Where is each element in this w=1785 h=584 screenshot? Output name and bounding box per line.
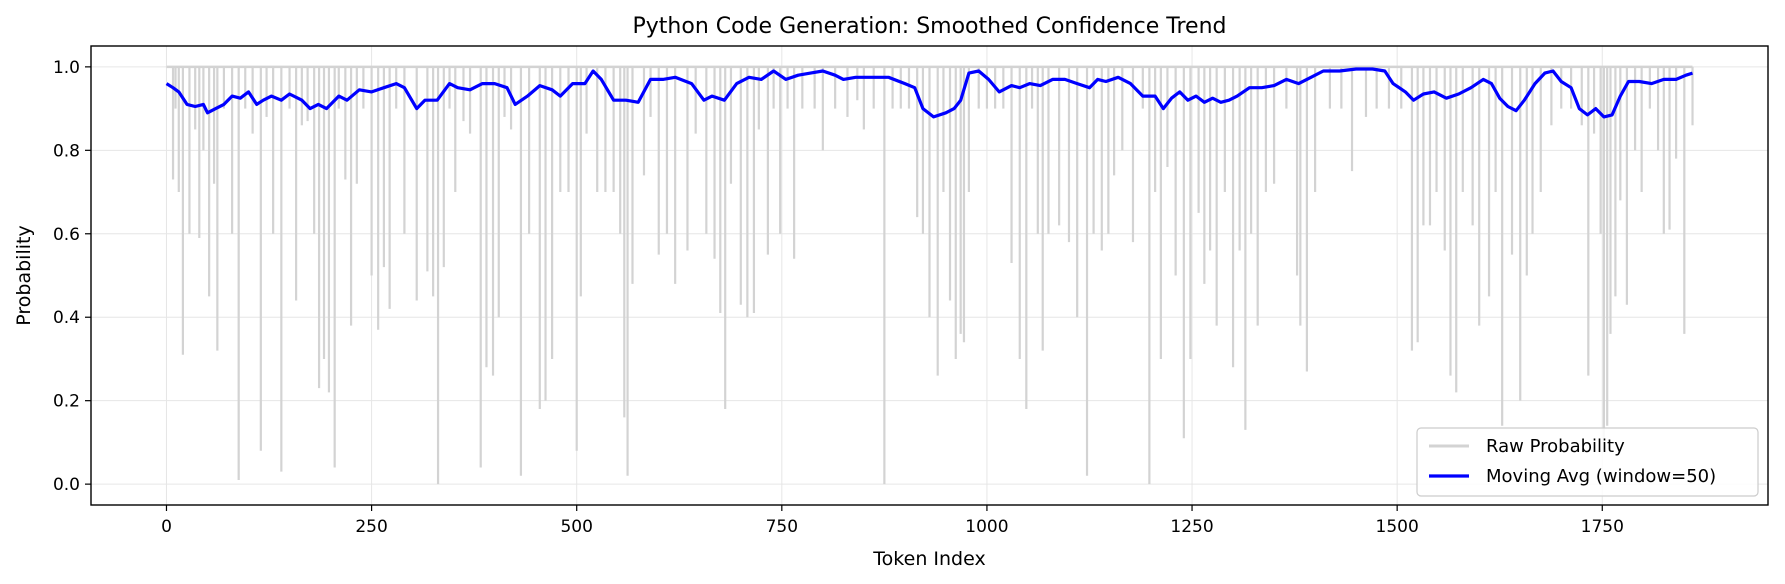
legend-box xyxy=(1416,427,1759,497)
y-tick-label: 0.6 xyxy=(53,225,80,245)
x-tick-label: 500 xyxy=(560,517,592,537)
x-axis-label: Token Index xyxy=(872,548,985,570)
x-tick-label: 1250 xyxy=(1170,517,1213,537)
y-tick-label: 0.0 xyxy=(53,475,80,495)
x-tick-label: 1000 xyxy=(965,517,1008,537)
legend-label-raw-probability: Raw Probability xyxy=(1486,436,1625,457)
x-tick-label: 0 xyxy=(161,517,172,537)
plot-frame xyxy=(90,45,1769,506)
y-tick-label: 0.4 xyxy=(53,308,80,328)
y-tick-label: 1.0 xyxy=(53,58,80,78)
y-tick-label: 0.8 xyxy=(53,141,80,161)
y-tick-label: 0.2 xyxy=(53,392,80,412)
moving-average-line xyxy=(165,67,1693,119)
x-tick-label: 1500 xyxy=(1376,517,1419,537)
x-tick-label: 1750 xyxy=(1581,517,1624,537)
chart-title: Python Code Generation: Smoothed Confide… xyxy=(633,14,1227,39)
x-tick-label: 750 xyxy=(766,517,798,537)
x-tick-label: 250 xyxy=(355,517,387,537)
x-axis-ticks: 0 250 500 750 1000 1250 1500 1750 xyxy=(161,505,1624,537)
legend: Raw Probability Moving Avg (window=50) xyxy=(1416,427,1759,497)
legend-label-moving-average: Moving Avg (window=50) xyxy=(1486,466,1716,487)
y-axis-label: Probability xyxy=(13,225,35,325)
y-axis-ticks: 0.0 0.2 0.4 0.6 0.8 1.0 xyxy=(53,58,91,495)
